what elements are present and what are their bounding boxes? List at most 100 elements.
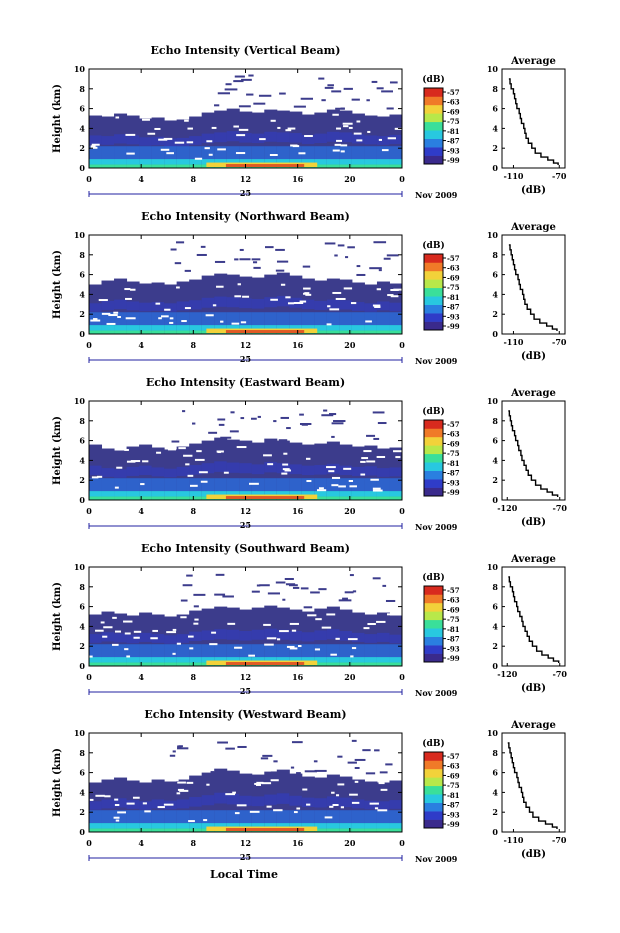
- y-axis-label: Height (km): [52, 84, 63, 153]
- echo-band: [276, 793, 290, 804]
- echo-band-low: [214, 146, 228, 160]
- echo-gap: [321, 626, 332, 629]
- heatmap-field: [89, 573, 403, 666]
- echo-gap: [377, 809, 388, 812]
- echo-band-surface: [364, 164, 378, 168]
- colorbar-frame: [423, 419, 444, 497]
- echo-speck: [193, 605, 199, 608]
- echo-band-cyan: [364, 823, 378, 829]
- echo-band-low: [251, 644, 265, 658]
- echo-band-cyan: [289, 657, 303, 663]
- echo-speck: [299, 423, 312, 426]
- echo-speck: [374, 749, 380, 752]
- echo-speck: [331, 422, 344, 425]
- average-x-tick-label: -110: [503, 171, 523, 181]
- echo-band-low: [251, 146, 265, 160]
- echo-speck: [373, 437, 380, 440]
- echo-speck: [220, 436, 232, 439]
- echo-gap: [291, 629, 297, 632]
- echo-band-low: [164, 810, 178, 824]
- echo-band-cyan: [326, 657, 340, 663]
- echo-gap: [353, 132, 362, 135]
- echo-gap: [220, 320, 224, 323]
- echo-band: [364, 800, 378, 810]
- echo-band: [264, 297, 278, 308]
- echo-gap: [112, 616, 117, 619]
- echo-gap: [283, 452, 288, 455]
- echo-hot: [225, 164, 305, 168]
- echo-gap: [340, 806, 345, 809]
- echo-band: [89, 303, 103, 312]
- echo-band-cyan: [151, 657, 165, 663]
- echo-gap: [160, 148, 170, 151]
- echo-band-low: [301, 146, 315, 160]
- echo-gap: [387, 137, 396, 140]
- colorbar-swatch: [424, 777, 443, 787]
- echo-band: [201, 463, 215, 474]
- colorbar-tick-label: -99: [447, 488, 460, 497]
- colorbar-tick-label: -57: [447, 420, 460, 429]
- echo-band-low: [251, 312, 265, 326]
- echo-band: [214, 461, 228, 472]
- echo-band-low: [376, 810, 390, 824]
- echo-gap: [124, 288, 131, 291]
- echo-band-cyan: [339, 159, 353, 165]
- average-frame: [501, 68, 566, 169]
- echo-band-cyan: [389, 159, 403, 165]
- echo-band-surface: [139, 496, 153, 500]
- average-y-tick-label: 10: [487, 396, 499, 406]
- echo-gap: [287, 302, 295, 305]
- echo-band: [89, 465, 103, 476]
- colorbar-tick-label: -63: [447, 762, 460, 771]
- echo-speck: [329, 413, 337, 416]
- echo-gap: [234, 646, 243, 649]
- echo-gap: [124, 648, 129, 651]
- echo-gap: [284, 469, 291, 472]
- echo-band-low: [151, 312, 165, 326]
- echo-band: [139, 801, 153, 810]
- echo-band: [126, 135, 140, 145]
- echo-speck: [284, 577, 294, 580]
- average-profile-line: [508, 410, 559, 498]
- echo-gap: [196, 450, 202, 453]
- echo-band-low: [276, 146, 290, 160]
- x-tick-label: 0: [399, 838, 405, 848]
- echo-gap: [282, 468, 290, 471]
- echo-band-cyan: [239, 325, 253, 331]
- echo-band: [226, 131, 240, 142]
- echo-speck: [334, 254, 338, 257]
- echo-band: [376, 468, 390, 477]
- echo-speck: [214, 260, 226, 263]
- echo-band-cyan: [339, 657, 353, 663]
- x-tick-label: 0: [399, 672, 405, 682]
- echo-gap: [337, 783, 345, 786]
- x-tick-label: 16: [292, 340, 304, 350]
- colorbar-swatch: [424, 254, 443, 263]
- colorbar-swatch: [424, 270, 443, 280]
- echo-gap: [227, 622, 236, 625]
- echo-band-low: [201, 478, 215, 492]
- echo-band-cyan: [376, 823, 390, 829]
- echo-band: [326, 796, 340, 807]
- echo-speck: [218, 439, 232, 442]
- echo-band-low: [351, 312, 365, 326]
- echo-speck: [385, 763, 393, 766]
- echo-band-surface: [101, 330, 115, 334]
- echo-band: [389, 302, 403, 312]
- echo-hot: [225, 330, 305, 334]
- echo-band-low: [114, 146, 128, 160]
- echo-band-surface: [176, 164, 190, 168]
- echo-speck: [233, 80, 244, 83]
- echo-gap: [286, 645, 295, 648]
- echo-band: [189, 136, 203, 145]
- y-tick-label: 6: [79, 104, 85, 114]
- echo-band: [126, 634, 140, 644]
- echo-gap: [124, 632, 131, 635]
- echo-gap: [184, 307, 191, 310]
- average-y-tick-label: 8: [492, 416, 498, 426]
- echo-band-low: [139, 312, 153, 326]
- echo-band-low: [239, 810, 253, 824]
- echo-gap: [255, 783, 261, 786]
- echo-band-surface: [114, 662, 128, 666]
- echo-band-low: [276, 478, 290, 492]
